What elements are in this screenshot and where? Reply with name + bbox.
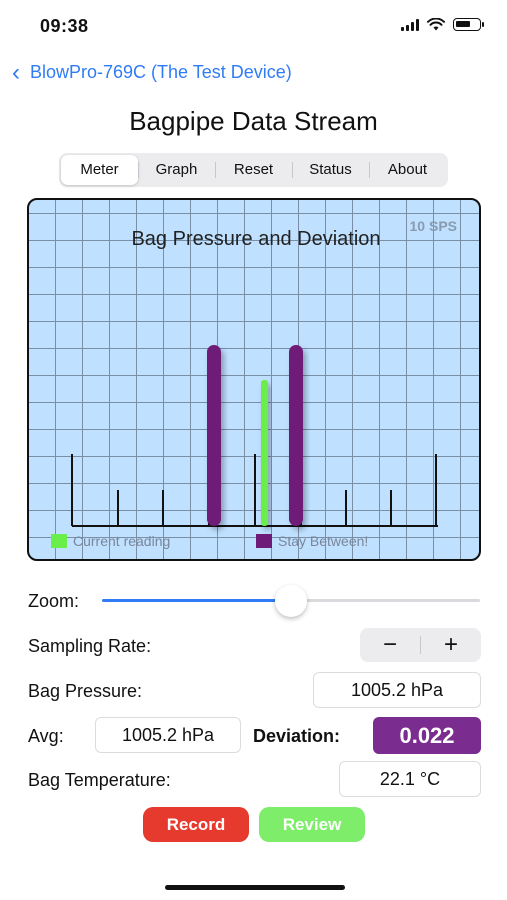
current-reading-bar: [261, 380, 268, 526]
bag-temperature-field: 22.1 °C: [339, 761, 481, 797]
meter-panel: Bag Pressure and Deviation 10 SPS Curren…: [27, 198, 481, 561]
status-time: 09:38: [40, 16, 89, 36]
tab-about[interactable]: About: [369, 155, 446, 185]
review-button[interactable]: Review: [259, 807, 365, 842]
stay-between-bar-left: [207, 345, 221, 526]
tab-graph[interactable]: Graph: [138, 155, 215, 185]
record-button[interactable]: Record: [143, 807, 249, 842]
cellular-signal-icon: [401, 18, 419, 31]
sampling-rate-label: Sampling Rate:: [28, 636, 152, 656]
decrement-button[interactable]: −: [382, 631, 397, 658]
back-button[interactable]: ‹ BlowPro-769C (The Test Device): [12, 58, 292, 86]
tab-reset[interactable]: Reset: [215, 155, 292, 185]
legend-stay-between-swatch: [256, 534, 272, 548]
deviation-label: Deviation:: [253, 726, 341, 746]
back-button-label: BlowPro-769C (The Test Device): [30, 62, 292, 82]
zoom-slider[interactable]: [102, 585, 480, 617]
increment-button[interactable]: +: [443, 631, 458, 658]
chevron-left-icon: ‹: [12, 58, 20, 86]
legend-current-label: Current reading: [73, 533, 171, 549]
stay-between-bar-right: [289, 345, 303, 526]
legend-stay-between-label: Stay Between!: [278, 533, 369, 549]
avg-label: Avg:: [28, 726, 64, 746]
sps-badge: 10 SPS: [409, 218, 457, 234]
legend-stay-between: Stay Between!: [256, 533, 368, 549]
sampling-rate-stepper: − +: [360, 628, 481, 662]
bag-pressure-label: Bag Pressure:: [28, 681, 143, 701]
zoom-slider-fill: [102, 599, 291, 602]
home-indicator: [165, 885, 345, 890]
wifi-icon: [427, 18, 445, 31]
avg-field: 1005.2 hPa: [95, 717, 241, 753]
battery-icon: [453, 18, 484, 31]
stepper-divider: [420, 636, 421, 654]
deviation-value: 0.022: [373, 717, 481, 754]
bag-pressure-field: 1005.2 hPa: [313, 672, 481, 708]
meter-title: Bag Pressure and Deviation: [131, 228, 381, 250]
tab-status[interactable]: Status: [292, 155, 369, 185]
meter-scale: [71, 454, 438, 527]
page-title: Bagpipe Data Stream: [129, 106, 378, 136]
bag-temperature-label: Bag Temperature:: [28, 770, 171, 790]
zoom-slider-thumb[interactable]: [275, 585, 307, 617]
zoom-label: Zoom:: [28, 591, 80, 611]
tab-bar: Meter Graph Reset Status About: [59, 153, 448, 187]
status-bar: 09:38: [0, 0, 507, 50]
legend-current-swatch: [51, 534, 67, 548]
legend-current: Current reading: [51, 533, 170, 549]
tab-meter[interactable]: Meter: [61, 155, 138, 185]
status-icons: [401, 18, 484, 31]
meter-graphic: [71, 345, 438, 527]
